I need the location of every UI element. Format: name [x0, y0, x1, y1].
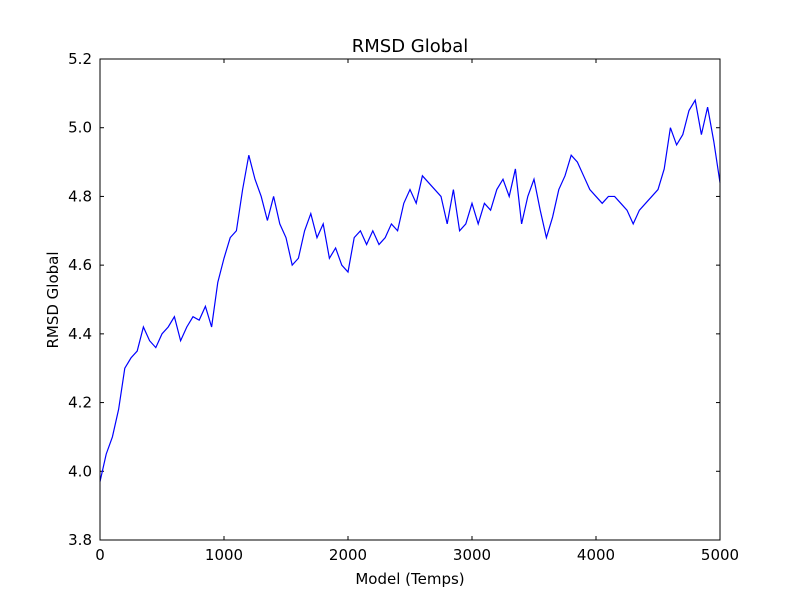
y-tick-label: 3.8 [68, 531, 92, 549]
y-tick-label: 5.2 [68, 50, 92, 68]
chart-title: RMSD Global [352, 36, 468, 57]
y-tick-label: 4.4 [68, 325, 92, 343]
x-tick-label: 5000 [701, 546, 739, 564]
y-tick-label: 4.8 [68, 187, 92, 205]
x-tick-label: 2000 [329, 546, 367, 564]
plot-frame [99, 58, 721, 541]
y-tick-label: 5.0 [68, 119, 92, 137]
data-line [99, 98, 721, 482]
x-tick-label: 4000 [577, 546, 615, 564]
y-tick-label: 4.6 [68, 256, 92, 274]
x-tick-label: 0 [95, 546, 105, 564]
y-tick-label: 4.2 [68, 394, 92, 412]
x-axis-label: Model (Temps) [355, 570, 464, 588]
x-tick-label: 1000 [205, 546, 243, 564]
y-tick-label: 4.0 [68, 462, 92, 480]
x-tick-label: 3000 [453, 546, 491, 564]
y-axis-label: RMSD Global [44, 251, 62, 348]
